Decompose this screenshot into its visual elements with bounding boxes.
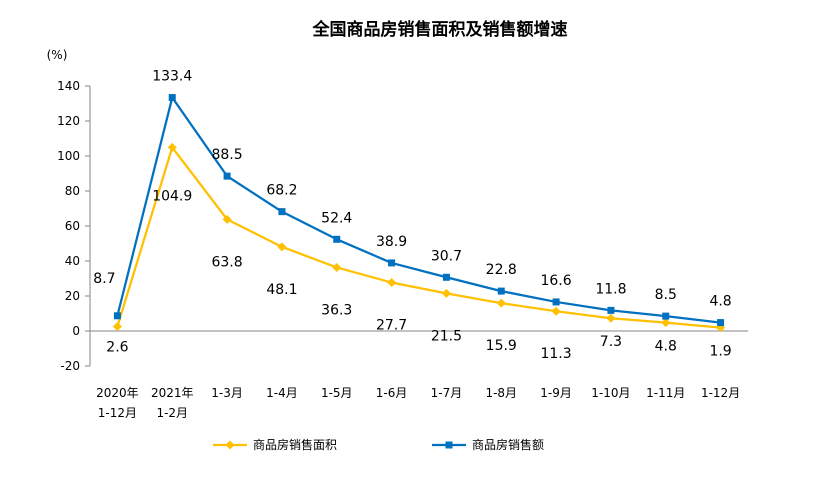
- data-label: 36.3: [321, 302, 352, 318]
- data-label: 1.9: [709, 344, 731, 360]
- data-point: [222, 214, 232, 224]
- data-point: [168, 94, 176, 102]
- y-tick-label: 0: [72, 324, 80, 338]
- series-lines: [112, 94, 726, 333]
- data-label: 11.3: [540, 346, 571, 362]
- data-label: 15.9: [486, 338, 517, 354]
- x-tick-label: 1-6月: [376, 386, 408, 400]
- y-tick-label: 120: [57, 114, 80, 128]
- data-point: [223, 172, 231, 180]
- y-tick-label: 60: [65, 219, 80, 233]
- x-tick-label: 1-12月: [701, 386, 740, 400]
- data-point: [551, 306, 561, 316]
- y-tick-label: 40: [65, 254, 80, 268]
- x-tick-label: 1-5月: [321, 386, 353, 400]
- data-label: 8.5: [655, 287, 677, 303]
- x-tick-label: 2020年 1-12月: [96, 386, 139, 420]
- x-axis-labels: 2020年 1-12月 2021年 1-2月 1-3月 1-4月 1-5月 1-6月 1-7月 1…: [96, 386, 740, 420]
- data-point: [442, 273, 450, 281]
- y-tick-label: 140: [57, 79, 80, 93]
- y-tick-label: 100: [57, 149, 80, 163]
- data-point: [277, 242, 287, 252]
- data-label: 104.9: [152, 188, 192, 204]
- data-point: [388, 259, 396, 267]
- legend-label-1: 商品房销售额: [472, 437, 544, 452]
- data-label: 30.7: [431, 248, 462, 264]
- data-label: 68.2: [266, 183, 297, 199]
- data-point: [113, 312, 121, 320]
- x-tick-label: 1-3月: [211, 386, 243, 400]
- data-labels: 8.7 133.4 88.5 68.2 52.4 38.9 30.7 22.8 16.6 11.8…: [93, 69, 731, 363]
- data-label: 52.4: [321, 210, 352, 226]
- x-tick-label: 1-9月: [540, 386, 572, 400]
- data-point: [662, 312, 670, 320]
- x-tick-label: 1-4月: [266, 386, 298, 400]
- y-axis-unit: (%): [47, 48, 68, 62]
- data-point: [661, 318, 671, 328]
- x-tick-label: 1-7月: [431, 386, 463, 400]
- data-point: [607, 306, 615, 314]
- data-label: 38.9: [376, 234, 407, 250]
- axes: [89, 86, 748, 366]
- data-point: [332, 262, 342, 272]
- data-point: [606, 313, 616, 323]
- data-label: 8.7: [93, 271, 115, 287]
- data-label: 4.8: [655, 339, 677, 355]
- data-label: 63.8: [211, 254, 242, 270]
- data-point: [496, 298, 506, 308]
- data-point: [387, 278, 397, 288]
- data-label: 11.8: [595, 281, 626, 297]
- data-label: 27.7: [376, 318, 407, 334]
- x-tick-label: 2021年 1-2月: [151, 386, 194, 420]
- x-tick-label: 1-8月: [485, 386, 517, 400]
- data-point: [441, 288, 451, 298]
- series-line-0: [116, 146, 721, 329]
- legend-label-0: 商品房销售面积: [253, 437, 337, 452]
- chart-title: 全国商品房销售面积及销售额增速: [312, 19, 568, 40]
- data-label: 22.8: [486, 262, 517, 278]
- data-point: [167, 142, 177, 152]
- data-point: [333, 235, 341, 243]
- data-label: 21.5: [431, 328, 462, 344]
- legend: 商品房销售面积 商品房销售额: [213, 437, 544, 452]
- y-tick-label: -20: [60, 359, 80, 373]
- x-tick-label: 1-10月: [591, 386, 630, 400]
- data-label: 2.6: [106, 339, 128, 355]
- data-point: [717, 319, 725, 327]
- y-axis: -20 0 20 40 60 80 100 120 140: [57, 79, 90, 373]
- data-point: [552, 298, 560, 306]
- y-tick-label: 20: [65, 289, 80, 303]
- x-tick-label: 1-11月: [646, 386, 685, 400]
- data-label: 48.1: [266, 282, 297, 298]
- y-tick-label: 80: [65, 184, 80, 198]
- data-label: 88.5: [211, 147, 242, 163]
- legend-marker: [445, 441, 453, 449]
- data-point: [497, 287, 505, 295]
- data-label: 7.3: [600, 334, 622, 350]
- data-label: 16.6: [540, 273, 571, 289]
- series-line-1: [116, 96, 721, 324]
- data-point: [112, 321, 122, 331]
- legend-marker: [225, 440, 235, 450]
- data-label: 4.8: [709, 294, 731, 310]
- data-point: [278, 208, 286, 216]
- data-label: 133.4: [152, 69, 192, 85]
